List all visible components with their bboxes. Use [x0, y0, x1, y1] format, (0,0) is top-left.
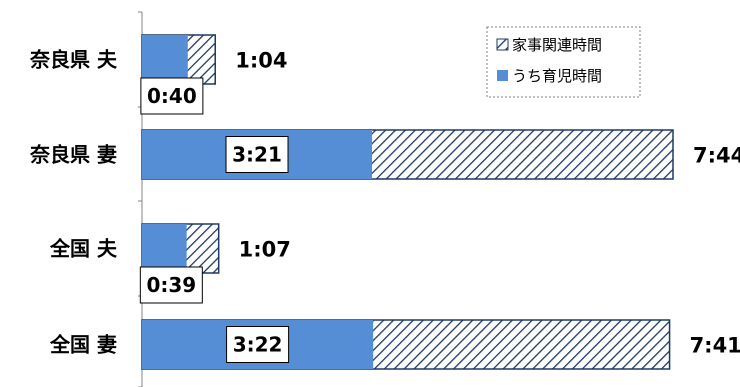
- total-label-2: 1:07: [239, 238, 291, 262]
- childcare-label-3: 3:22: [233, 333, 283, 357]
- category-label-0: 奈良県 夫: [29, 48, 118, 72]
- legend-label-hatch: 家事関連時間: [512, 36, 602, 54]
- childcare-label-box-2: [139, 266, 203, 304]
- category-label-1: 奈良県 妻: [29, 143, 117, 167]
- childcare-label-box-1: [225, 136, 289, 173]
- bar-childcare-2: [142, 224, 187, 273]
- labels-layer: 奈良県 夫 1:04 0:40 奈良県 妻 7:44 3:21 全国 夫 1:07 0:39 全国…: [29, 48, 740, 363]
- total-label-0: 1:04: [235, 49, 287, 73]
- total-label-3: 7:41: [690, 334, 740, 358]
- legend-swatch-hatch: [496, 38, 509, 51]
- childcare-label-box-3: [226, 326, 290, 363]
- childcare-label-0: 0:40: [147, 84, 197, 108]
- category-label-3: 全国 妻: [49, 333, 117, 357]
- legend: 家事関連時間 うち育児時間: [486, 26, 641, 98]
- legend-swatch-solid: [497, 70, 508, 81]
- legend-box: [486, 26, 641, 98]
- bar-childcare-0: [142, 35, 188, 84]
- childcare-label-box-0: [140, 77, 204, 115]
- category-label-2: 全国 夫: [49, 237, 118, 261]
- total-label-1: 7:44: [693, 144, 740, 168]
- childcare-label-1: 3:21: [232, 143, 282, 167]
- legend-label-solid: うち育児時間: [512, 67, 602, 85]
- childcare-label-2: 0:39: [146, 273, 196, 297]
